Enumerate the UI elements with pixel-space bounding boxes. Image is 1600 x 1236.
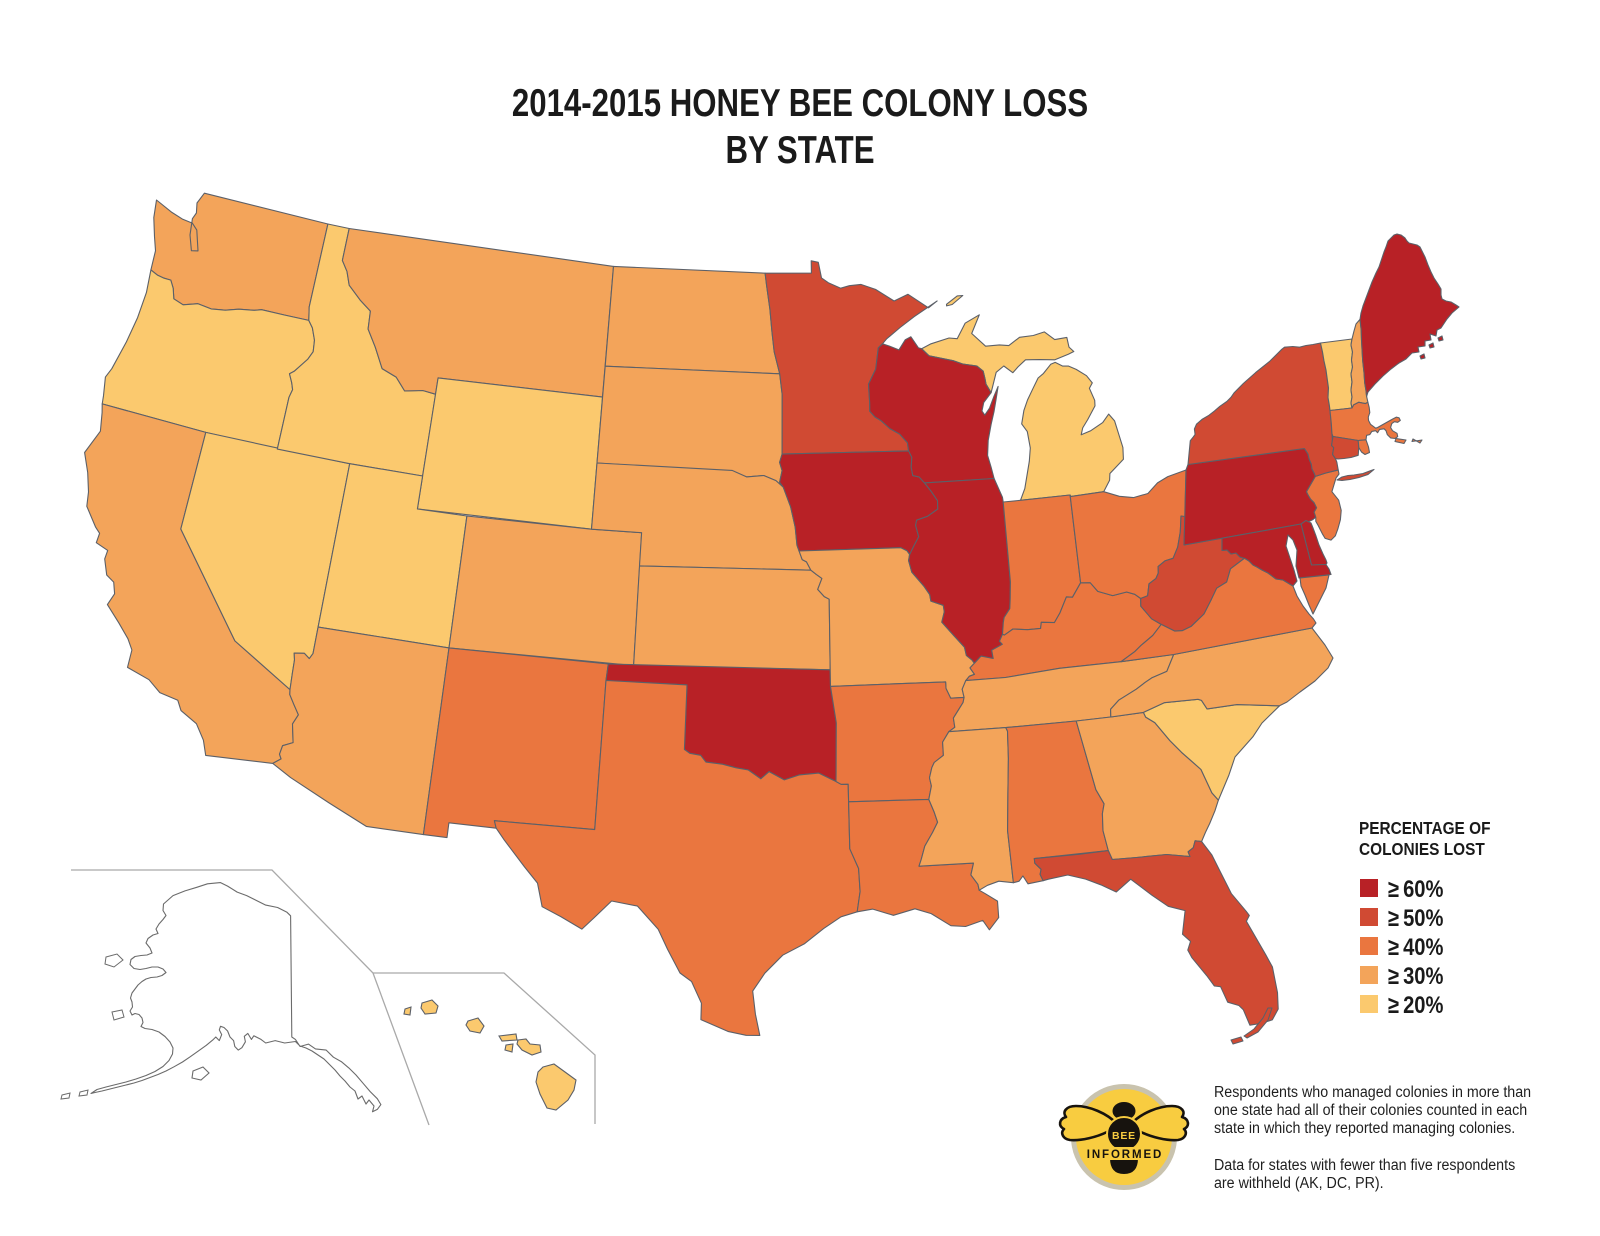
svg-text:INFORMED: INFORMED	[1087, 1149, 1164, 1161]
svg-text:BEE: BEE	[1112, 1130, 1136, 1142]
